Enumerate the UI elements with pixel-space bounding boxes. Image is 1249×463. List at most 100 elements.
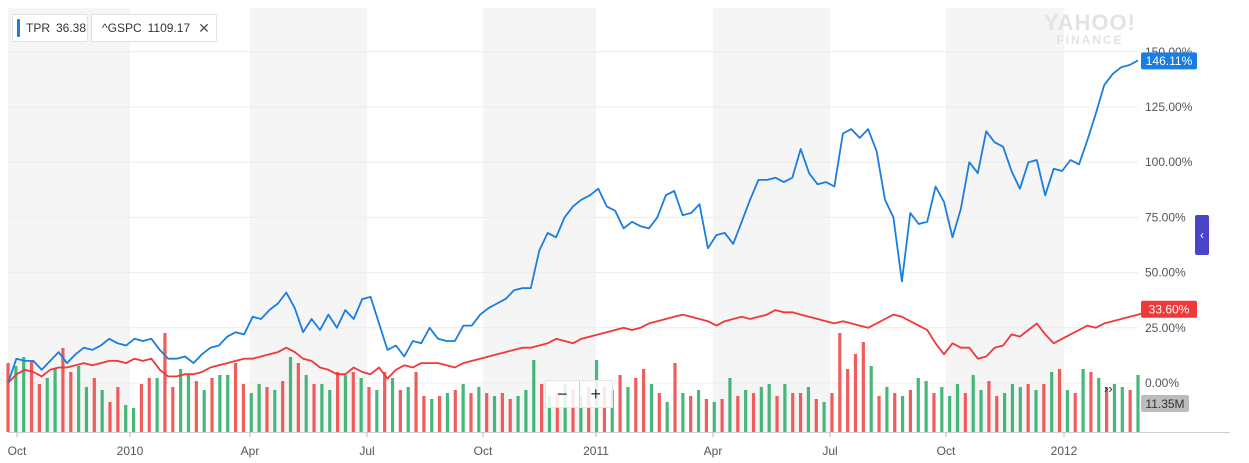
- volume-bar: [602, 387, 606, 432]
- volume-bar: [587, 387, 591, 432]
- y-tick-label: 75.00%: [1145, 210, 1186, 224]
- chevron-right-icon[interactable]: ››: [1104, 381, 1113, 396]
- zoom-out-button[interactable]: −: [556, 384, 568, 404]
- volume-bar: [689, 396, 693, 432]
- y-tick-label: 100.00%: [1145, 155, 1193, 169]
- last-value-badge: [1141, 52, 1197, 70]
- volume-bar: [304, 375, 308, 432]
- volume-bar: [806, 387, 811, 432]
- volume-bar: [179, 369, 183, 432]
- x-tick-label: Apr: [241, 444, 260, 458]
- volume-bar: [751, 393, 756, 432]
- volume-bar: [1073, 393, 1077, 432]
- legend-symbol: TPR: [26, 21, 50, 35]
- volume-bar: [108, 402, 112, 432]
- volume-bar: [445, 393, 450, 432]
- volume-bar: [979, 390, 983, 432]
- y-tick-label: 25.00%: [1145, 321, 1186, 335]
- watermark-line1: YAHOO!: [1044, 10, 1136, 35]
- legend-chip-gspc[interactable]: ^GSPC 1109.17 ✕: [91, 14, 217, 42]
- volume-bar: [37, 384, 41, 432]
- volume-bar: [775, 396, 779, 432]
- last-value-labels: 146.11% 33.60% 11.35M: [1141, 52, 1197, 412]
- volume-bar: [1010, 384, 1015, 432]
- volume-bar: [29, 360, 34, 432]
- volume-bar: [398, 390, 402, 432]
- volume-bar: [335, 372, 340, 432]
- volume-bar: [1002, 393, 1007, 432]
- volume-bar: [971, 375, 975, 432]
- x-tick-label: Oct: [474, 444, 493, 458]
- volume-bar: [1057, 369, 1062, 432]
- last-value-badge: [1141, 300, 1197, 318]
- volume-bar: [924, 381, 928, 432]
- y-tick-label: 0.00%: [1145, 376, 1179, 390]
- volume-bar: [351, 372, 355, 432]
- volume-bar: [704, 399, 709, 432]
- volume-bar: [1120, 387, 1124, 432]
- volume-bar: [273, 390, 277, 432]
- volume-bar: [610, 390, 614, 432]
- series-lines: [7, 59, 1164, 384]
- last-value-label: 146.11%: [1146, 54, 1193, 68]
- x-tick-label: Apr: [704, 444, 723, 458]
- volume-bar: [893, 393, 897, 432]
- volume-bar: [131, 408, 136, 432]
- zoom-in-button[interactable]: +: [578, 381, 613, 407]
- volume-bar: [791, 393, 795, 432]
- volume-bar: [1105, 387, 1109, 432]
- volume-bar: [469, 393, 473, 432]
- volume-bar: [900, 396, 905, 432]
- volume-bar: [1128, 390, 1132, 432]
- volume-bar: [830, 393, 834, 432]
- volume-bar: [124, 405, 128, 432]
- x-tick-label: 2011: [583, 444, 609, 458]
- volume-bar: [720, 399, 724, 432]
- volume-bar: [210, 378, 214, 432]
- volume-bar: [869, 366, 873, 432]
- volume-bar: [524, 390, 528, 432]
- volume-bar: [955, 384, 960, 432]
- volume-bar: [343, 375, 348, 432]
- volume-bar: [696, 390, 701, 432]
- volume-bar: [375, 390, 379, 432]
- volume-bar: [390, 378, 395, 432]
- volume-bar: [100, 390, 104, 432]
- volume-bar: [916, 378, 920, 432]
- volume-bar: [430, 399, 434, 432]
- volume-bar: [84, 387, 89, 432]
- volume-bar: [92, 378, 96, 432]
- last-value-label: 33.60%: [1149, 302, 1190, 316]
- series-line: [7, 307, 1164, 384]
- volume-bar: [288, 357, 293, 432]
- volume-bar: [485, 393, 489, 432]
- volume-bar: [249, 393, 253, 432]
- volume-bar: [744, 390, 748, 432]
- volume-bar: [728, 378, 732, 432]
- volume-bar: [437, 396, 442, 432]
- shaded-band: [8, 8, 130, 432]
- volume-bar: [6, 363, 10, 432]
- grid-lines: [8, 51, 1230, 433]
- volume-bar: [367, 387, 371, 432]
- volume-bar: [257, 384, 261, 432]
- volume-bar: [814, 399, 818, 432]
- y-tick-label: 125.00%: [1145, 100, 1193, 114]
- x-tick-label: Oct: [8, 444, 27, 458]
- volume-bar: [1042, 384, 1046, 432]
- legend-chip-tpr[interactable]: TPR 36.38: [12, 14, 88, 42]
- volume-bars: [6, 333, 1140, 432]
- volume-bar: [634, 378, 638, 432]
- volume-bar: [77, 366, 81, 432]
- volume-bar: [328, 390, 332, 432]
- background-bands: [8, 8, 1064, 432]
- volume-bar: [885, 387, 889, 432]
- chevron-left-icon[interactable]: ‹: [1195, 215, 1209, 255]
- volume-bar: [1136, 375, 1140, 432]
- legend-symbol: ^GSPC: [102, 21, 142, 35]
- shaded-band: [713, 8, 830, 432]
- volume-bar: [69, 372, 73, 432]
- volume-bar: [908, 390, 913, 432]
- close-icon[interactable]: ✕: [198, 19, 210, 36]
- volume-bar: [579, 396, 583, 432]
